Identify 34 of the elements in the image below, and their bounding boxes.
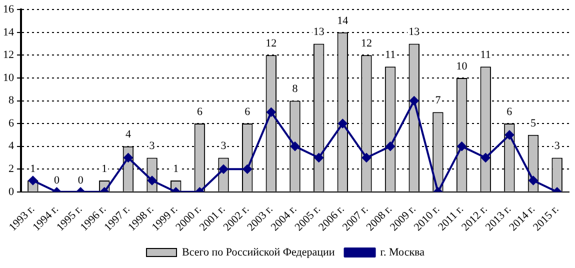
data-label: 14: [337, 14, 349, 27]
data-label: 3: [220, 140, 227, 152]
data-label: 10: [456, 60, 468, 72]
y-tick-label: 12: [3, 49, 14, 62]
data-label: 6: [196, 106, 203, 118]
data-label: 0: [78, 174, 84, 186]
data-label: 8: [292, 83, 298, 96]
legend-label: г. Москва: [380, 246, 425, 258]
data-label: 11: [480, 48, 491, 61]
y-tick-label: 8: [8, 94, 14, 107]
data-label: 11: [385, 48, 396, 61]
data-label: 12: [266, 38, 277, 50]
data-label: 6: [506, 106, 513, 118]
y-tick-label: 10: [3, 72, 14, 84]
data-label: 13: [408, 26, 420, 38]
data-label: 13: [313, 26, 325, 38]
data-label: 0: [54, 174, 60, 186]
data-label: 1: [30, 162, 36, 175]
y-tick-label: 0: [8, 186, 14, 198]
data-label: 12: [360, 38, 372, 50]
legend-label: Всего по Российской Федерации: [182, 246, 335, 258]
y-tick-label: 4: [8, 140, 14, 152]
y-tick-label: 16: [3, 3, 14, 16]
data-label: 1: [173, 162, 179, 175]
data-label: 6: [244, 106, 251, 118]
y-tick-label: 6: [8, 117, 14, 130]
y-tick-label: 2: [8, 163, 14, 176]
data-label: 5: [530, 117, 537, 130]
data-label: 4: [125, 128, 132, 141]
data-label: 1: [102, 162, 108, 175]
y-tick-label: 14: [3, 26, 14, 38]
data-label: 3: [149, 140, 156, 152]
data-label: 3: [554, 140, 560, 152]
data-label: 7: [435, 94, 442, 107]
